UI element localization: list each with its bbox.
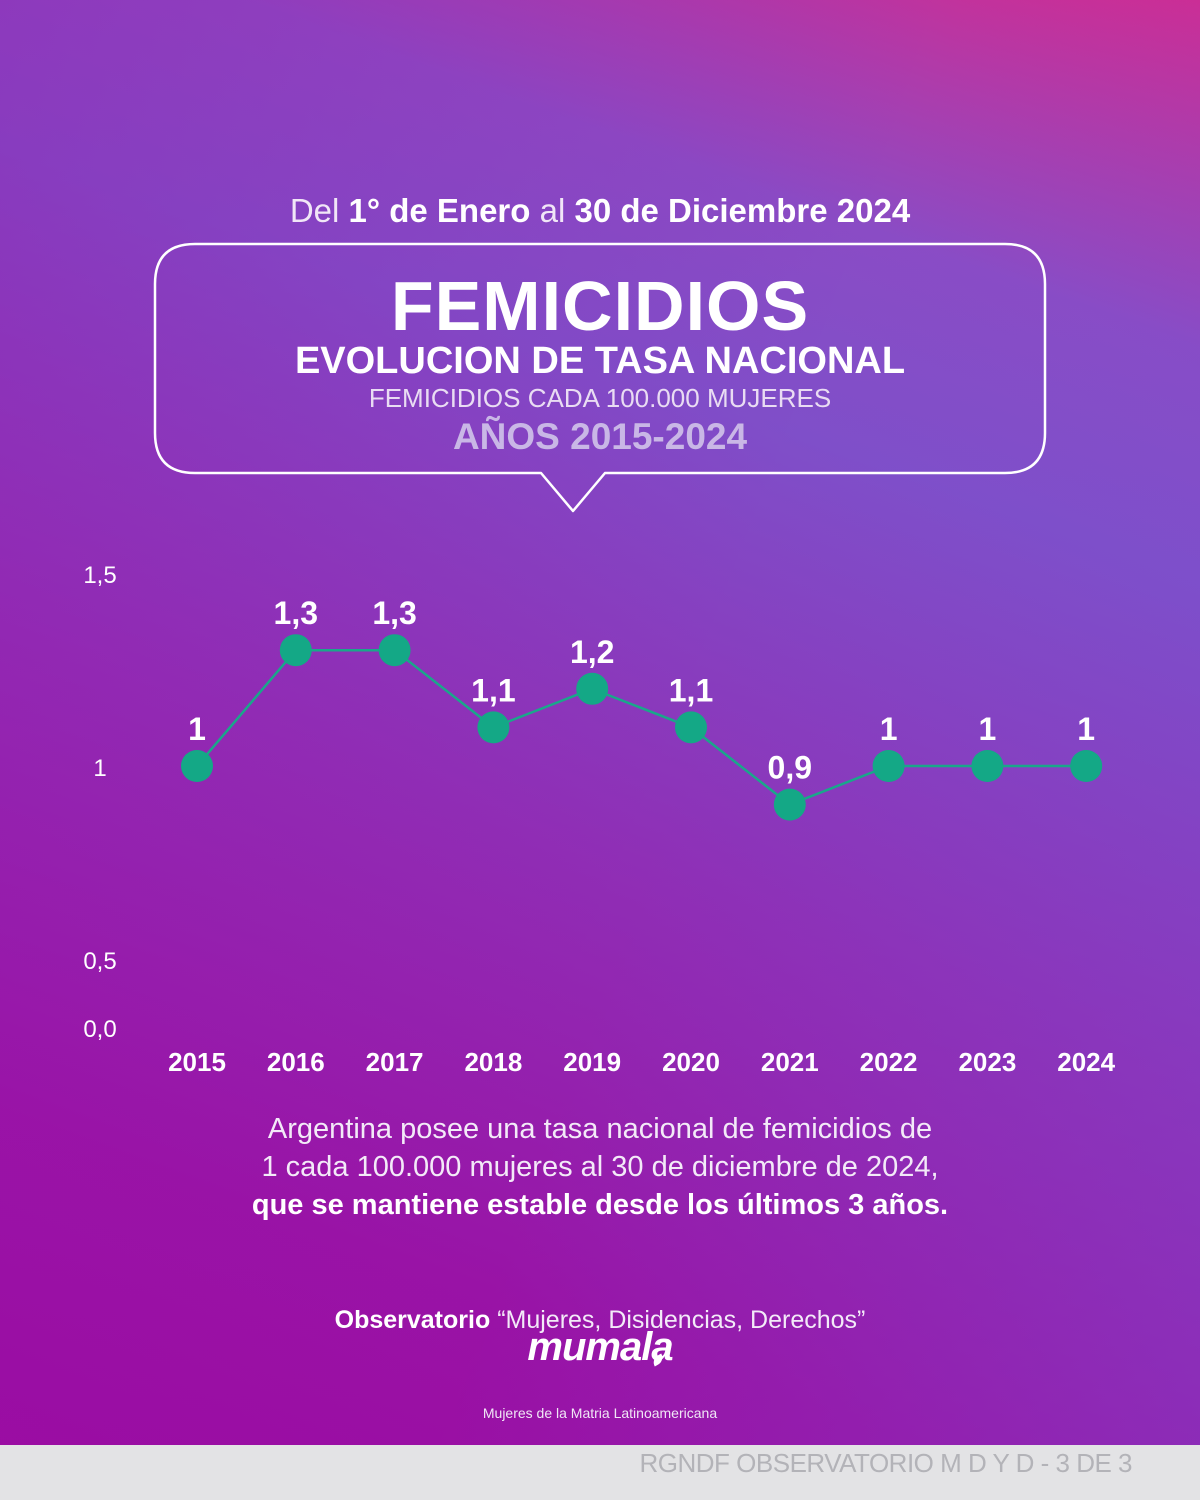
summary-note: Argentina posee una tasa nacional de fem… bbox=[0, 1110, 1200, 1224]
date-connector: al bbox=[539, 192, 566, 229]
data-label: 1 bbox=[979, 711, 997, 747]
x-tick-label: 2022 bbox=[860, 1047, 918, 1077]
data-point bbox=[576, 672, 609, 705]
x-tick-label: 2018 bbox=[464, 1047, 522, 1077]
data-point bbox=[181, 750, 213, 782]
page-title: FEMICIDIOS bbox=[390, 267, 810, 345]
observatorio-name: “Mujeres, Disidencias, Derechos” bbox=[497, 1306, 866, 1334]
note-line-2: 1 cada 100.000 mujeres al 30 de diciembr… bbox=[261, 1151, 939, 1183]
data-point bbox=[675, 711, 707, 744]
x-tick-label: 2016 bbox=[267, 1047, 325, 1077]
logo-subtitle: Mujeres de la Matria Latinoamericana bbox=[482, 1405, 718, 1421]
date-range: Del 1° de Enero al 30 de Diciembre 2024 bbox=[0, 192, 1200, 230]
line-chart: 0,0 0,5 1 1,5 2015 2016 2017 2018 2019 2020 2021 20… bbox=[83, 562, 1115, 1077]
data-point bbox=[773, 788, 806, 821]
data-point bbox=[477, 711, 510, 744]
x-tick-label: 2020 bbox=[662, 1047, 720, 1077]
mumala-logo: mumala bbox=[527, 1325, 673, 1369]
data-point bbox=[1070, 750, 1103, 782]
data-label: 1 bbox=[1077, 711, 1095, 747]
y-tick-label: 1 bbox=[93, 755, 106, 782]
y-tick-label: 0,5 bbox=[83, 948, 116, 975]
data-label: 1,2 bbox=[570, 634, 614, 670]
x-tick-label: 2017 bbox=[366, 1047, 424, 1077]
note-line-1: Argentina posee una tasa nacional de fem… bbox=[267, 1113, 933, 1145]
date-end: 30 de Diciembre 2024 bbox=[574, 192, 911, 229]
data-label: 1,3 bbox=[372, 595, 416, 631]
data-point bbox=[971, 750, 1004, 782]
title-bubble bbox=[153, 242, 1047, 513]
data-point bbox=[378, 634, 411, 667]
date-start: 1° de Enero bbox=[348, 192, 531, 229]
data-label: 1,1 bbox=[471, 672, 515, 708]
chart-subtitle: EVOLUCION DE TASA NACIONAL bbox=[294, 340, 906, 382]
x-tick-label: 2015 bbox=[168, 1047, 226, 1077]
x-tick-label: 2023 bbox=[958, 1047, 1016, 1077]
data-point bbox=[872, 750, 905, 782]
data-label: 1,1 bbox=[669, 672, 713, 708]
observatorio-bold: Observatorio bbox=[334, 1306, 491, 1334]
data-label: 1 bbox=[880, 711, 898, 747]
series-line bbox=[196, 648, 1087, 807]
date-prefix: Del bbox=[289, 192, 340, 229]
footer-bar bbox=[0, 1445, 1200, 1500]
data-label: 1 bbox=[188, 711, 206, 747]
unit-label: FEMICIDIOS CADA 100.000 MUJERES bbox=[368, 383, 832, 413]
y-tick-label: 0,0 bbox=[83, 1016, 116, 1043]
data-label: 1,3 bbox=[274, 595, 318, 631]
x-tick-label: 2024 bbox=[1057, 1047, 1115, 1077]
note-line-3: que se mantiene estable desde los último… bbox=[251, 1189, 949, 1221]
years-label: AÑOS 2015-2024 bbox=[452, 416, 748, 457]
observatorio-credit: Observatorio “Mujeres, Disidencias, Dere… bbox=[0, 1306, 1200, 1335]
data-point bbox=[279, 634, 312, 667]
x-tick-label: 2019 bbox=[563, 1047, 621, 1077]
x-tick-label: 2021 bbox=[761, 1047, 819, 1077]
data-label: 0,9 bbox=[768, 750, 812, 786]
y-tick-label: 1,5 bbox=[83, 562, 116, 589]
footer-label: RGNDF OBSERVATORIO M D Y D - 3 DE 3 bbox=[639, 1448, 1133, 1478]
